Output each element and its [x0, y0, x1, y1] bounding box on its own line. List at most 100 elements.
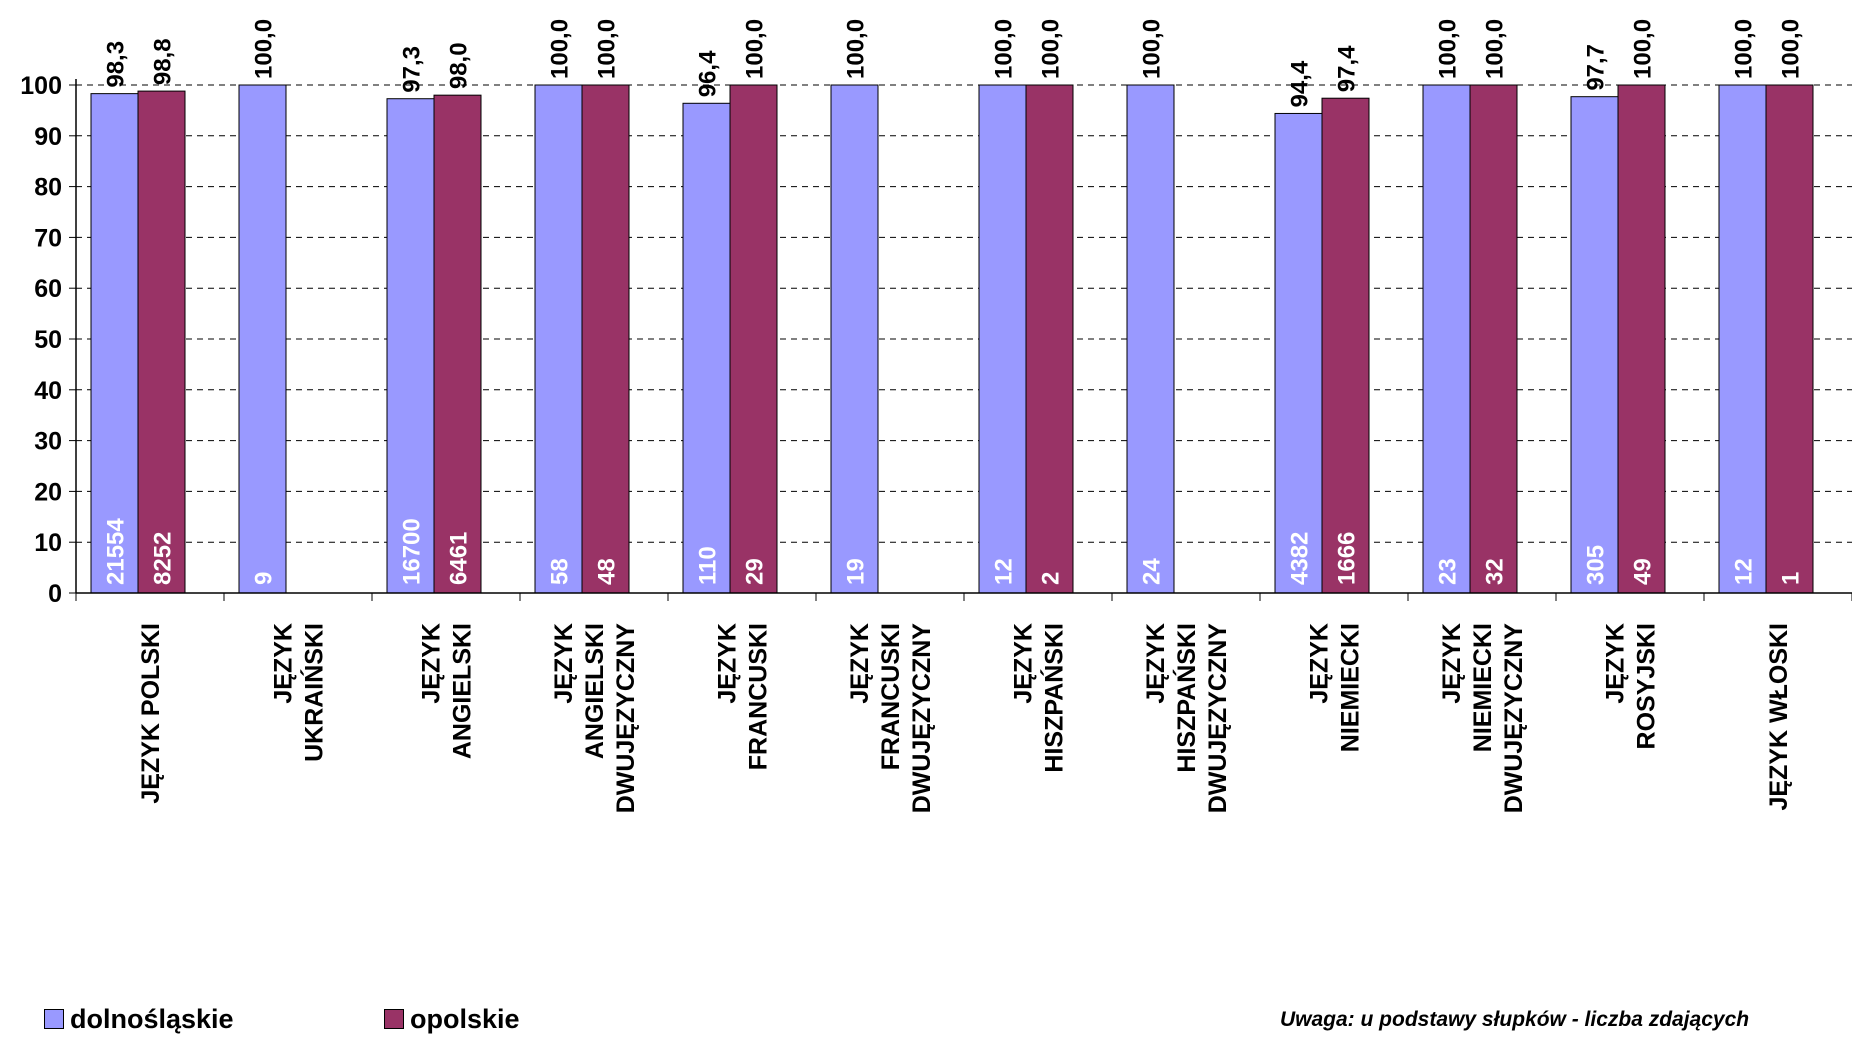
value-label: 100,0: [1778, 19, 1805, 79]
category-label-line: JĘZYK: [1142, 623, 1170, 704]
value-label: 100,0: [594, 19, 621, 79]
category-label: JĘZYK HISZPAŃSKI DWUJĘZYCZNY: [1142, 623, 1232, 814]
value-label: 100,0: [1038, 19, 1065, 79]
bar: [433, 94, 482, 594]
value-label: 100,0: [991, 19, 1018, 79]
value-label: 100,0: [1139, 19, 1166, 79]
bar: [1469, 84, 1518, 594]
category-label-line: DWUJĘZYCZNY: [1204, 623, 1232, 814]
category-label-line: JĘZYK: [1438, 623, 1466, 704]
bar: [1617, 84, 1666, 594]
category-label-line: JĘZYK: [846, 623, 874, 704]
category-label-line: NIEMIECKI: [1337, 623, 1365, 752]
category-label: JĘZYK NIEMIECKI DWUJĘZYCZNY: [1438, 623, 1528, 814]
value-label: 98,3: [103, 41, 130, 88]
bar: [1274, 112, 1323, 594]
category-label-line: ROSYJSKI: [1633, 623, 1661, 749]
count-label: 21554: [103, 518, 130, 585]
bar: [238, 84, 287, 594]
legend-item-opolskie: opolskie: [384, 1004, 520, 1034]
category-label-line: NIEMIECKI: [1469, 623, 1497, 752]
y-tick-label: 30: [34, 428, 62, 456]
category-label: JĘZYK WŁOSKI: [1765, 623, 1793, 811]
value-label: 98,8: [150, 38, 177, 85]
count-label: 8252: [150, 532, 177, 585]
value-label: 100,0: [742, 19, 769, 79]
value-label: 100,0: [1630, 19, 1657, 79]
category-label: JĘZYK FRANCUSKI: [714, 623, 773, 770]
bar: [386, 98, 435, 594]
count-label: 2: [1038, 572, 1065, 585]
value-label: 97,4: [1334, 45, 1361, 92]
value-label: 96,4: [695, 50, 722, 97]
category-label-line: JĘZYK: [270, 623, 298, 704]
category-label-line: DWUJĘZYCZNY: [612, 623, 640, 814]
count-label: 4382: [1287, 532, 1314, 585]
legend-swatch-dolnoslaskie: [44, 1009, 64, 1029]
value-label: 100,0: [1435, 19, 1462, 79]
category-label-line: UKRAIŃSKI: [300, 623, 329, 762]
legend-label-dolnoslaskie: dolnośląskie: [70, 1003, 234, 1034]
category-label-line: ANGIELSKI: [581, 623, 609, 759]
category-label: JĘZYK POLSKI: [137, 623, 165, 804]
bar: [682, 102, 731, 594]
category-label-line: HISZPAŃSKI: [1172, 623, 1201, 773]
count-label: 49: [1630, 558, 1657, 585]
legend-swatch-opolskie: [384, 1009, 404, 1029]
bar: [1126, 84, 1175, 594]
value-label: 100,0: [1482, 19, 1509, 79]
category-label-line: FRANCUSKI: [745, 623, 773, 770]
category-label: JĘZYK NIEMIECKI: [1306, 623, 1365, 752]
category-label-line: HISZPAŃSKI: [1040, 623, 1069, 773]
category-label-line: JĘZYK WŁOSKI: [1765, 623, 1793, 811]
category-label-line: JĘZYK: [1010, 623, 1038, 704]
bar: [1570, 96, 1619, 594]
category-label-line: DWUJĘZYCZNY: [1500, 623, 1528, 814]
count-label: 32: [1482, 558, 1509, 585]
category-label-line: ANGIELSKI: [449, 623, 477, 759]
count-label: 48: [594, 558, 621, 585]
value-label: 97,3: [399, 46, 426, 93]
category-label-line: JĘZYK: [1602, 623, 1630, 704]
y-tick-label: 20: [34, 478, 62, 506]
value-label: 98,0: [446, 42, 473, 89]
y-tick-label: 50: [34, 326, 62, 354]
count-label: 12: [991, 558, 1018, 585]
value-label: 100,0: [843, 19, 870, 79]
y-tick-label: 80: [34, 174, 62, 202]
category-label-line: FRANCUSKI: [877, 623, 905, 770]
count-label: 110: [695, 546, 722, 585]
count-label: 29: [742, 558, 769, 585]
value-label: 100,0: [251, 19, 278, 79]
category-label: JĘZYK ROSYJSKI: [1602, 623, 1661, 749]
value-label: 100,0: [547, 19, 574, 79]
legend-label-opolskie: opolskie: [410, 1003, 520, 1034]
bar: [1718, 84, 1767, 594]
bar: [1422, 84, 1471, 594]
category-label-line: JĘZYK: [550, 623, 578, 704]
bar: [1765, 84, 1814, 594]
category-label: JĘZYK ANGIELSKI: [418, 623, 477, 759]
bar: [1025, 84, 1074, 594]
category-label: JĘZYK UKRAIŃSKI: [270, 623, 329, 762]
y-tick-label: 60: [34, 275, 62, 303]
count-label: 6461: [446, 532, 473, 585]
y-tick-label: 100: [20, 72, 62, 100]
value-label: 94,4: [1287, 60, 1314, 107]
count-label: 9: [251, 572, 278, 585]
category-label-line: JĘZYK POLSKI: [137, 623, 165, 804]
category-label: JĘZYK HISZPAŃSKI: [1010, 623, 1069, 773]
bar: [90, 93, 139, 594]
y-tick-label: 40: [34, 377, 62, 405]
y-tick-label: 90: [34, 123, 62, 151]
count-label: 305: [1583, 545, 1610, 585]
category-label: JĘZYK FRANCUSKI DWUJĘZYCZNY: [846, 623, 936, 814]
count-label: 58: [547, 558, 574, 585]
count-label: 23: [1435, 558, 1462, 585]
bar: [978, 84, 1027, 594]
bar-chart: 0 10 20 30 40 50 60 70 80 90 100 98,3 21554 98,8 8252…: [20, 19, 1852, 814]
y-tick-label: 10: [34, 529, 62, 557]
bar: [581, 84, 630, 594]
value-label: 97,7: [1583, 44, 1610, 91]
